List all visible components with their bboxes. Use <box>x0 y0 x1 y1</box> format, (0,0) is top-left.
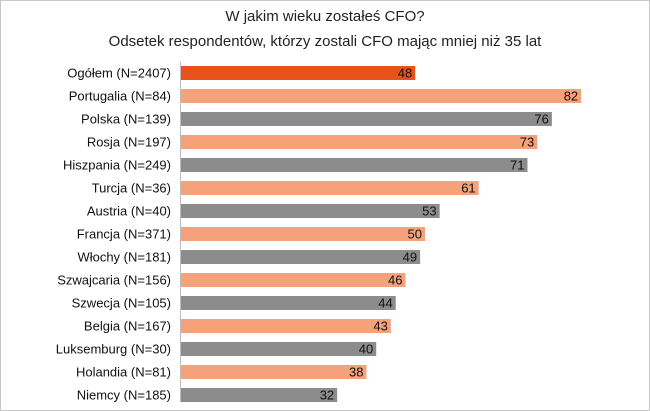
category-label: Niemcy (N=185) <box>77 388 171 403</box>
bar <box>181 181 479 195</box>
value-label: 76 <box>534 112 548 127</box>
chart-title: W jakim wieku zostałeś CFO? <box>225 8 425 25</box>
bars-layer: Ogółem (N=2407) 48 Portugalia (N=84) 82 Pols… <box>56 66 582 403</box>
bar <box>181 273 406 287</box>
value-label: 48 <box>398 66 412 81</box>
value-label: 53 <box>422 204 436 219</box>
bar <box>181 135 538 149</box>
value-label: 61 <box>461 181 475 196</box>
category-label: Szwecja (N=105) <box>72 296 171 311</box>
category-label: Rosja (N=197) <box>87 135 171 150</box>
bar <box>181 388 338 402</box>
category-label: Holandia (N=81) <box>76 365 171 380</box>
category-label: Francja (N=371) <box>77 227 171 242</box>
category-label: Luksemburg (N=30) <box>56 342 171 357</box>
value-label: 38 <box>349 365 363 380</box>
bar <box>181 365 367 379</box>
bar <box>181 158 528 172</box>
category-label: Austria (N=40) <box>87 204 171 219</box>
bar <box>181 112 552 126</box>
category-label: Ogółem (N=2407) <box>67 66 171 81</box>
bar <box>181 66 416 80</box>
value-label: 44 <box>378 296 392 311</box>
bar <box>181 342 377 356</box>
value-label: 32 <box>320 388 334 403</box>
bar <box>181 250 421 264</box>
value-label: 46 <box>388 273 402 288</box>
value-label: 40 <box>359 342 373 357</box>
bar <box>181 319 391 333</box>
value-label: 49 <box>403 250 417 265</box>
category-label: Hiszpania (N=249) <box>63 158 171 173</box>
value-label: 43 <box>373 319 387 334</box>
bar <box>181 296 396 310</box>
bar <box>181 227 425 241</box>
value-label: 82 <box>564 89 578 104</box>
value-label: 73 <box>520 135 534 150</box>
category-label: Belgia (N=167) <box>84 319 171 334</box>
value-label: 71 <box>510 158 524 173</box>
category-label: Portugalia (N=84) <box>69 89 171 104</box>
category-label: Szwajcaria (N=156) <box>57 273 171 288</box>
category-label: Polska (N=139) <box>81 112 171 127</box>
chart-subtitle: Odsetek respondentów, którzy zostali CFO… <box>108 33 542 50</box>
category-label: Włochy (N=181) <box>77 250 171 265</box>
bar <box>181 204 440 218</box>
value-label: 50 <box>408 227 422 242</box>
bar <box>181 89 582 103</box>
category-label: Turcja (N=36) <box>92 181 171 196</box>
